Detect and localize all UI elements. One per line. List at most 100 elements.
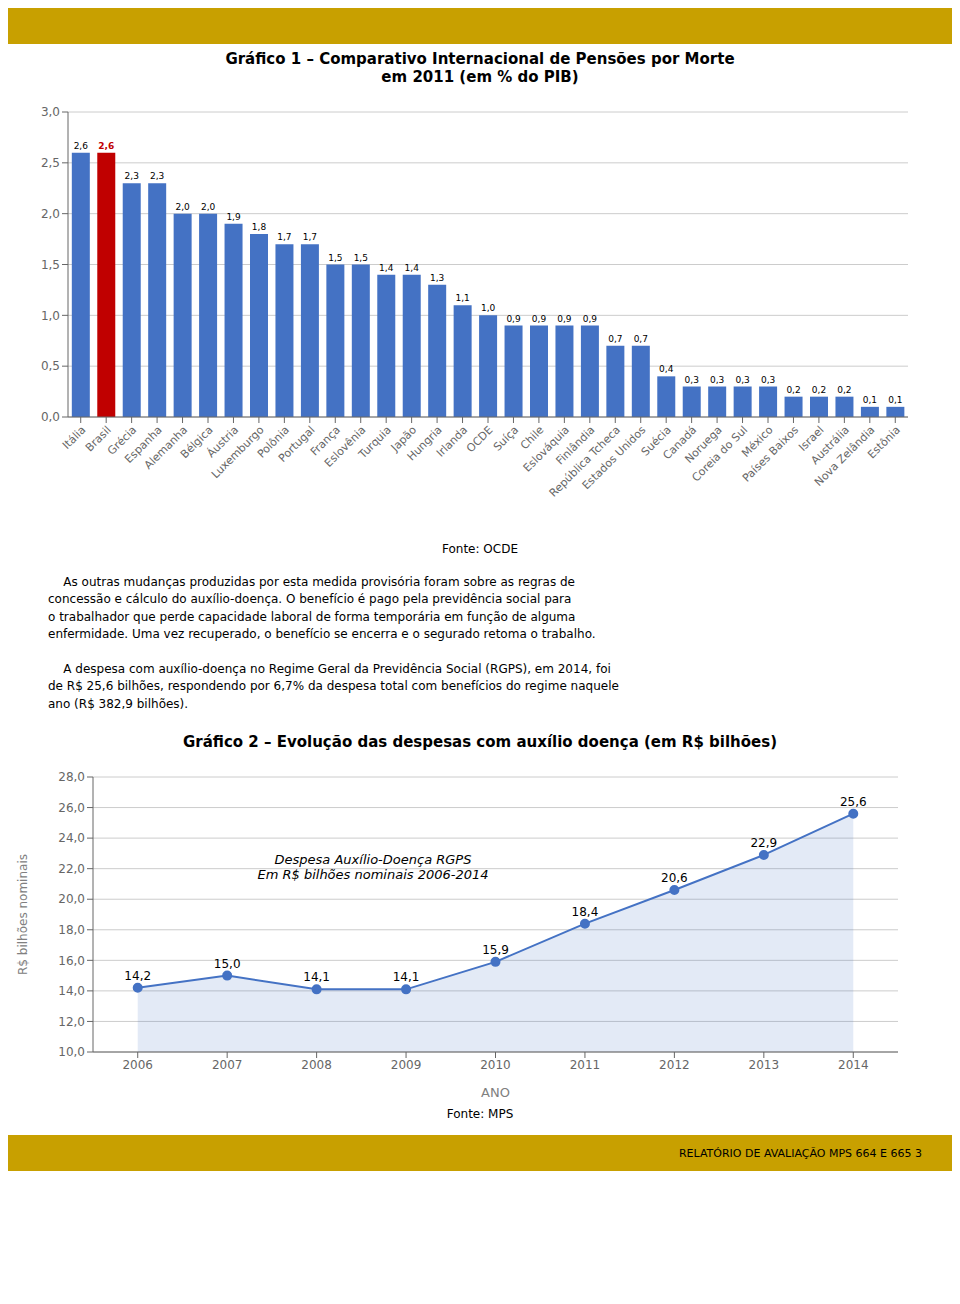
svg-text:1,4: 1,4 bbox=[405, 263, 420, 273]
svg-text:1,5: 1,5 bbox=[354, 253, 368, 263]
svg-text:Áustria: Áustria bbox=[204, 423, 242, 461]
svg-text:18,4: 18,4 bbox=[572, 905, 599, 919]
svg-text:14,1: 14,1 bbox=[303, 970, 330, 984]
svg-text:Eslováquia: Eslováquia bbox=[520, 423, 572, 475]
svg-text:20,0: 20,0 bbox=[58, 893, 85, 907]
svg-text:México: México bbox=[739, 423, 776, 460]
svg-text:2011: 2011 bbox=[570, 1058, 601, 1072]
svg-text:0,1: 0,1 bbox=[888, 395, 902, 405]
html-text:Gráfico 1 – Comparativo Intern: Gráfico 1 – Comparativo Internacional de… bbox=[225, 50, 735, 86]
svg-text:1,8: 1,8 bbox=[252, 222, 267, 232]
svg-text:Polônia: Polônia bbox=[254, 423, 292, 461]
svg-text:2012: 2012 bbox=[659, 1058, 690, 1072]
svg-text:0,7: 0,7 bbox=[634, 334, 648, 344]
svg-text:República Tcheca: República Tcheca bbox=[546, 423, 623, 500]
svg-text:1,3: 1,3 bbox=[430, 273, 444, 283]
svg-text:0,3: 0,3 bbox=[761, 375, 775, 385]
svg-text:1,4: 1,4 bbox=[379, 263, 394, 273]
svg-text:2,0: 2,0 bbox=[175, 202, 190, 212]
svg-text:14,2: 14,2 bbox=[124, 969, 151, 983]
svg-text:1,9: 1,9 bbox=[226, 212, 241, 222]
svg-text:0,9: 0,9 bbox=[506, 314, 521, 324]
svg-text:1,0: 1,0 bbox=[41, 309, 60, 323]
svg-text:24,0: 24,0 bbox=[58, 831, 85, 845]
svg-text:2,3: 2,3 bbox=[125, 171, 139, 181]
svg-text:Países Baixos: Países Baixos bbox=[740, 423, 801, 484]
svg-text:Luxemburgo: Luxemburgo bbox=[208, 423, 267, 482]
svg-text:Turquia: Turquia bbox=[356, 423, 394, 461]
svg-text:Finlândia: Finlândia bbox=[553, 423, 598, 468]
svg-text:Irlanda: Irlanda bbox=[434, 423, 470, 459]
svg-text:2014: 2014 bbox=[838, 1058, 869, 1072]
svg-text:22,0: 22,0 bbox=[58, 862, 85, 876]
svg-text:0,5: 0,5 bbox=[41, 359, 60, 373]
svg-text:Portugal: Portugal bbox=[276, 423, 317, 464]
svg-text:1,5: 1,5 bbox=[41, 258, 60, 272]
svg-text:R$ bilhões nominais: R$ bilhões nominais bbox=[16, 854, 30, 975]
svg-text:15,0: 15,0 bbox=[214, 957, 241, 971]
svg-text:Alemanha: Alemanha bbox=[141, 423, 191, 472]
svg-text:Bélgica: Bélgica bbox=[178, 423, 216, 462]
svg-text:1,0: 1,0 bbox=[481, 303, 496, 313]
svg-text:2007: 2007 bbox=[212, 1058, 243, 1072]
svg-text:2013: 2013 bbox=[749, 1058, 780, 1072]
svg-text:2,0: 2,0 bbox=[41, 207, 60, 221]
svg-text:0,2: 0,2 bbox=[837, 385, 851, 395]
svg-text:0,0: 0,0 bbox=[41, 410, 60, 424]
svg-text:2,3: 2,3 bbox=[150, 171, 164, 181]
svg-text:0,4: 0,4 bbox=[659, 364, 674, 374]
svg-text:3,0: 3,0 bbox=[41, 105, 60, 119]
svg-text:Suécia: Suécia bbox=[638, 423, 674, 459]
svg-text:0,3: 0,3 bbox=[685, 375, 699, 385]
svg-text:Nova Zelândia: Nova Zelândia bbox=[812, 423, 877, 488]
svg-text:Noruega: Noruega bbox=[682, 423, 725, 466]
svg-text:OCDE: OCDE bbox=[464, 423, 496, 455]
svg-text:14,1: 14,1 bbox=[393, 970, 420, 984]
svg-text:1,1: 1,1 bbox=[455, 293, 469, 303]
svg-text:Canadá: Canadá bbox=[660, 423, 700, 463]
svg-text:Grécia: Grécia bbox=[105, 423, 140, 458]
svg-text:1,7: 1,7 bbox=[277, 232, 291, 242]
svg-text:França: França bbox=[307, 423, 343, 459]
svg-text:0,9: 0,9 bbox=[583, 314, 598, 324]
svg-text:Suíça: Suíça bbox=[491, 423, 521, 453]
svg-text:Estados Unidos: Estados Unidos bbox=[580, 423, 649, 492]
svg-text:20,6: 20,6 bbox=[661, 871, 688, 885]
svg-text:2,6: 2,6 bbox=[98, 141, 114, 151]
svg-text:2010: 2010 bbox=[480, 1058, 511, 1072]
svg-text:15,9: 15,9 bbox=[482, 943, 509, 957]
svg-text:0,1: 0,1 bbox=[863, 395, 877, 405]
svg-text:2,5: 2,5 bbox=[41, 156, 60, 170]
svg-text:Eslovênia: Eslovênia bbox=[322, 423, 369, 470]
svg-text:0,9: 0,9 bbox=[532, 314, 547, 324]
svg-text:0,2: 0,2 bbox=[786, 385, 800, 395]
svg-text:Estônia: Estônia bbox=[865, 423, 903, 461]
svg-text:ANO: ANO bbox=[481, 1085, 510, 1100]
html-text:As outras mudanças produzidas: As outras mudanças produzidas por esta m… bbox=[48, 575, 619, 711]
svg-text:14,0: 14,0 bbox=[58, 984, 85, 998]
svg-text:10,0: 10,0 bbox=[58, 1045, 85, 1059]
svg-text:Espanha: Espanha bbox=[122, 423, 165, 466]
svg-text:25,6: 25,6 bbox=[840, 795, 867, 809]
svg-text:1,7: 1,7 bbox=[303, 232, 317, 242]
svg-text:16,0: 16,0 bbox=[58, 954, 85, 968]
svg-text:0,2: 0,2 bbox=[812, 385, 826, 395]
svg-text:Austrália: Austrália bbox=[808, 423, 852, 468]
svg-text:22,9: 22,9 bbox=[750, 836, 777, 850]
svg-text:18,0: 18,0 bbox=[58, 923, 85, 937]
svg-text:0,7: 0,7 bbox=[608, 334, 622, 344]
svg-text:Hungria: Hungria bbox=[405, 423, 445, 463]
svg-text:1,5: 1,5 bbox=[328, 253, 342, 263]
svg-text:2009: 2009 bbox=[391, 1058, 422, 1072]
svg-text:0,9: 0,9 bbox=[557, 314, 572, 324]
svg-text:26,0: 26,0 bbox=[58, 801, 85, 815]
svg-text:28,0: 28,0 bbox=[58, 770, 85, 784]
svg-text:0,3: 0,3 bbox=[710, 375, 724, 385]
svg-text:0,3: 0,3 bbox=[735, 375, 749, 385]
svg-text:12,0: 12,0 bbox=[58, 1015, 85, 1029]
svg-text:2,0: 2,0 bbox=[201, 202, 216, 212]
svg-text:2008: 2008 bbox=[301, 1058, 332, 1072]
svg-text:Coreia do Sul: Coreia do Sul bbox=[689, 423, 751, 485]
svg-text:2006: 2006 bbox=[122, 1058, 153, 1072]
svg-text:2,6: 2,6 bbox=[74, 141, 89, 151]
